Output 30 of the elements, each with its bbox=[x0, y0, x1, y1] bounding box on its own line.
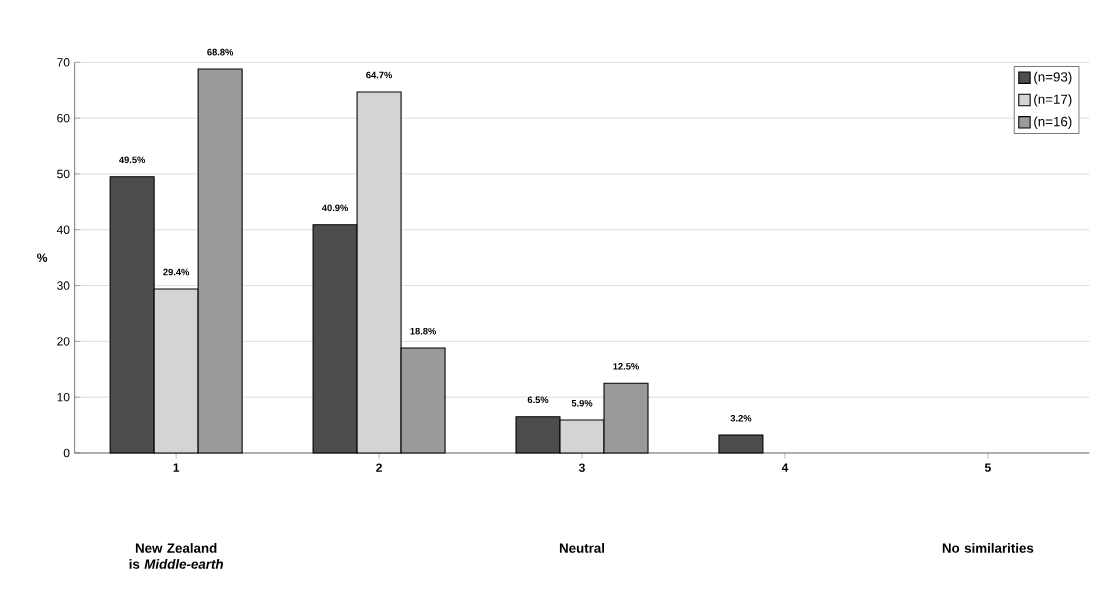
y-tick-label: 20 bbox=[57, 337, 70, 346]
data-label: 64.7% bbox=[366, 71, 393, 79]
x-tick-label: 3 bbox=[578, 463, 585, 472]
data-label: 18.8% bbox=[410, 327, 437, 335]
text: Neutral bbox=[559, 543, 605, 553]
y-axis-title: % bbox=[37, 253, 48, 262]
x-tick-label: 1 bbox=[173, 463, 180, 472]
text: No similarities bbox=[942, 543, 1034, 553]
legend-label: (n=16) bbox=[1034, 116, 1072, 129]
y-tick-label: 70 bbox=[57, 58, 70, 67]
legend-label: (n=93) bbox=[1034, 71, 1072, 85]
data-label: 3.2% bbox=[730, 414, 752, 422]
x-tick-label: 5 bbox=[984, 463, 991, 472]
y-tick-label: 40 bbox=[56, 225, 70, 235]
text: New Zealand is Middle-earth bbox=[129, 543, 223, 569]
x-tick-label: 2 bbox=[376, 463, 382, 472]
data-label: 12.5% bbox=[613, 363, 639, 370]
y-tick-label: 60 bbox=[57, 113, 70, 123]
data-label: 68.8% bbox=[207, 48, 234, 56]
y-tick-label: 50 bbox=[57, 169, 70, 179]
y-tick-label: 10 bbox=[57, 392, 70, 402]
data-label: 40.9% bbox=[321, 204, 349, 212]
data-label: 49.5% bbox=[119, 156, 146, 164]
legend-label: (n=17) bbox=[1034, 94, 1072, 107]
data-label: 6.5% bbox=[527, 396, 549, 404]
data-label: 29.4% bbox=[163, 268, 190, 276]
x-tick-label: 4 bbox=[781, 463, 789, 472]
y-tick-label: 0 bbox=[63, 448, 70, 458]
data-label: 5.9% bbox=[571, 399, 593, 407]
y-tick-label: 30 bbox=[57, 281, 70, 290]
